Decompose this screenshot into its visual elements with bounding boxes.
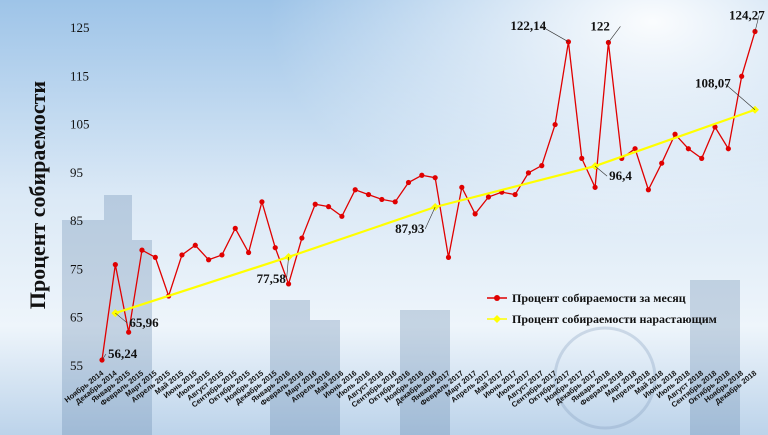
data-point-monthly bbox=[312, 201, 318, 207]
data-point-monthly bbox=[245, 249, 252, 256]
data-point-monthly bbox=[206, 257, 212, 263]
y-axis-label: Процент собираемости bbox=[25, 81, 50, 309]
y-tick-label: 105 bbox=[70, 117, 90, 132]
data-point-monthly bbox=[352, 187, 358, 193]
annotation-leader bbox=[724, 83, 756, 110]
y-tick-label: 55 bbox=[70, 358, 83, 373]
data-point-monthly bbox=[152, 254, 158, 260]
annotation-leader bbox=[101, 353, 107, 361]
background-ferris-wheel bbox=[553, 326, 657, 430]
data-point-monthly bbox=[685, 146, 691, 152]
y-tick-label: 75 bbox=[70, 261, 83, 276]
data-point-monthly bbox=[232, 225, 238, 231]
data-point-monthly bbox=[299, 235, 305, 241]
data-point-monthly bbox=[579, 155, 585, 161]
data-label: 108,07 bbox=[695, 76, 731, 91]
data-point-monthly bbox=[459, 184, 465, 190]
data-point-monthly bbox=[139, 247, 145, 253]
data-point-monthly bbox=[632, 146, 638, 152]
data-point-monthly bbox=[485, 194, 492, 200]
data-label: 96,4 bbox=[609, 168, 632, 183]
data-point-monthly bbox=[285, 281, 292, 287]
y-tick-label: 95 bbox=[70, 165, 83, 180]
data-label: 65,96 bbox=[129, 315, 159, 330]
y-tick-label: 115 bbox=[70, 68, 89, 83]
legend-label-cumulative: Процент собираемости нарастающим bbox=[512, 312, 717, 326]
data-point-monthly bbox=[552, 121, 558, 128]
data-point-monthly bbox=[592, 184, 598, 190]
data-label: 124,27 bbox=[729, 8, 765, 23]
data-point-monthly bbox=[445, 254, 452, 260]
data-point-monthly bbox=[672, 131, 678, 137]
annotation-leader bbox=[424, 206, 436, 230]
data-point-monthly bbox=[272, 245, 278, 251]
data-point-monthly bbox=[419, 172, 425, 178]
y-tick-label: 125 bbox=[70, 20, 90, 35]
data-point-monthly bbox=[126, 329, 132, 335]
data-point-monthly bbox=[379, 196, 385, 203]
annotation-leader bbox=[608, 26, 621, 43]
annotation-leader bbox=[115, 312, 128, 324]
data-point-monthly bbox=[739, 73, 745, 79]
data-label: 87,93 bbox=[395, 221, 425, 236]
annotation-leader bbox=[754, 15, 760, 32]
y-tick-label: 85 bbox=[70, 213, 83, 228]
legend-marker-cumulative bbox=[493, 315, 501, 323]
annotation-leader bbox=[594, 165, 608, 177]
data-point-monthly bbox=[699, 155, 705, 161]
data-point-monthly bbox=[512, 191, 518, 198]
data-point-monthly bbox=[192, 242, 198, 248]
y-tick-labels: 55 65 75 85 95 105 115 125 bbox=[70, 20, 90, 373]
legend-label-monthly: Процент собираемости за месяц bbox=[512, 291, 686, 305]
annotation-leader bbox=[540, 25, 569, 43]
data-point-monthly bbox=[259, 199, 265, 205]
data-point-monthly bbox=[472, 211, 478, 217]
data-point-monthly bbox=[432, 175, 438, 181]
y-tick-label: 65 bbox=[70, 310, 83, 325]
data-point-monthly bbox=[405, 179, 412, 186]
chart-annotations: 56,24 65,96 77,58 87,93 96,4 122,14 122 124,27 1… bbox=[101, 8, 765, 361]
data-point-monthly bbox=[339, 213, 345, 219]
data-point-monthly bbox=[179, 252, 185, 258]
data-point-monthly bbox=[645, 187, 651, 193]
data-point-monthly bbox=[725, 146, 731, 152]
data-point-monthly bbox=[365, 191, 372, 198]
annotation-leader bbox=[286, 256, 289, 279]
data-point-monthly bbox=[112, 262, 118, 268]
legend-marker-monthly bbox=[494, 295, 500, 301]
background-buildings bbox=[62, 195, 740, 435]
data-point-monthly bbox=[659, 160, 665, 166]
data-label: 77,58 bbox=[257, 271, 287, 286]
legend: Процент собираемости за месяц Процент со… bbox=[487, 291, 717, 326]
data-point-monthly bbox=[539, 163, 545, 169]
data-point-monthly bbox=[712, 124, 718, 130]
data-point-monthly bbox=[525, 170, 532, 176]
data-label: 56,24 bbox=[108, 346, 138, 361]
data-point-monthly bbox=[325, 204, 332, 210]
data-label: 122 bbox=[590, 18, 610, 33]
data-point-monthly bbox=[392, 199, 398, 205]
data-point-monthly bbox=[219, 252, 225, 258]
data-label: 122,14 bbox=[510, 18, 546, 33]
